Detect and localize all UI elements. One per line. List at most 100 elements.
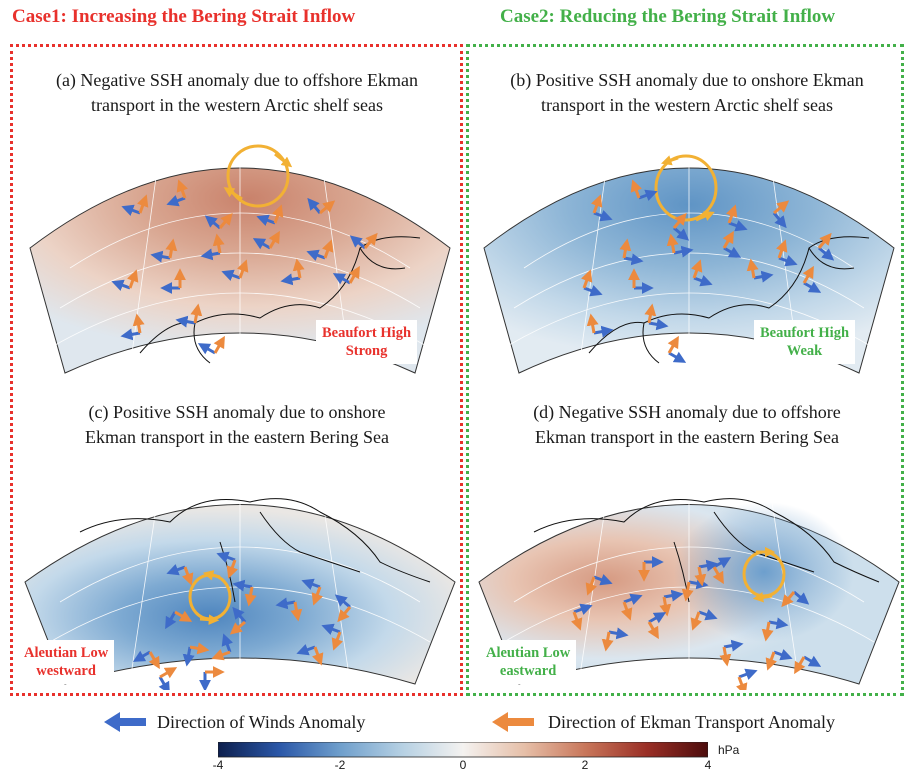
panel-c-title: (c) Positive SSH anomaly due to onshore … <box>14 400 460 450</box>
wind-anomaly-arrow-icon <box>306 249 326 261</box>
wind-anomaly-arrow-icon <box>252 238 271 250</box>
ekman-transport-arrow-icon <box>137 194 149 214</box>
panel-a-label-line1: Beaufort High <box>322 325 412 341</box>
wind-anomaly-arrow-icon <box>280 273 301 286</box>
panel-c-label-line1: Aleutian Low <box>24 645 109 661</box>
colorbar-tick: -4 <box>212 758 224 772</box>
ekman-transport-arrow-icon <box>761 621 774 642</box>
ekman-transport-arrow-icon <box>237 259 249 279</box>
wind-anomaly-arrow-icon <box>768 617 789 630</box>
wind-anomaly-arrow-icon <box>638 189 658 201</box>
wind-anomaly-arrow-icon <box>349 235 366 250</box>
wind-anomaly-arrow-icon <box>175 315 196 328</box>
wind-anomaly-arrow-icon <box>232 606 247 623</box>
wind-anomaly-arrow-icon <box>778 255 798 267</box>
wind-anomaly-arrow-icon <box>296 644 316 656</box>
ekman-transport-arrow-icon <box>319 200 336 215</box>
wind-anomaly-arrow-icon <box>818 246 835 261</box>
wind-anomaly-arrow-icon <box>166 564 186 576</box>
wind-anomaly-arrow-icon <box>165 611 177 630</box>
ekman-transport-arrow-icon <box>312 646 324 666</box>
panel-d-map <box>478 462 900 690</box>
ekman-transport-arrow-icon <box>322 239 334 259</box>
legend-ekman-arrow-icon <box>492 712 534 732</box>
ekman-transport-arrow-icon <box>189 642 210 655</box>
ekman-transport-arrow-icon <box>363 232 378 249</box>
wind-anomaly-arrow-icon <box>197 343 216 355</box>
panel-b-title-line2: transport in the western Arctic shelf se… <box>541 95 833 115</box>
panel-a-label-line2: Strong <box>345 343 388 359</box>
ekman-transport-arrow-icon <box>802 265 814 284</box>
ekman-transport-arrow-icon <box>272 204 284 224</box>
ekman-transport-arrow-icon <box>719 646 732 667</box>
wind-anomaly-arrow-icon <box>723 639 744 652</box>
ekman-transport-arrow-icon <box>667 335 679 354</box>
panel-b-label-line2: Weak <box>786 343 823 359</box>
ekman-transport-arrow-icon <box>585 576 597 596</box>
ekman-transport-arrow-icon <box>229 620 246 635</box>
colorbar-tick: 2 <box>581 758 589 772</box>
panel-d-label-line1: Aleutian Low <box>486 645 571 661</box>
panel-c-title-line2: Ekman transport in the eastern Bering Se… <box>85 427 389 447</box>
wind-anomaly-arrow-icon <box>221 269 241 281</box>
wind-anomaly-arrow-icon <box>673 226 690 241</box>
wind-anomaly-arrow-icon <box>803 281 822 293</box>
ekman-transport-arrow-icon <box>127 269 139 289</box>
ekman-transport-arrow-icon <box>337 606 352 623</box>
ekman-transport-arrow-icon <box>691 259 703 279</box>
ekman-transport-arrow-icon <box>776 239 788 259</box>
wind-anomaly-arrow-icon <box>673 245 694 258</box>
wind-anomaly-arrow-icon <box>204 215 221 230</box>
ekman-transport-arrow-icon <box>586 313 599 334</box>
wind-anomaly-arrow-icon <box>698 559 719 572</box>
wind-anomaly-arrow-icon <box>573 603 593 615</box>
ekman-transport-arrow-icon <box>211 649 231 661</box>
panel-c-title-line1: (c) Positive SSH anomaly due to onshore <box>88 402 386 422</box>
wind-anomaly-arrow-icon <box>334 594 351 609</box>
panel-b-coastline <box>588 236 870 364</box>
ekman-transport-arrow-icon <box>292 258 305 279</box>
wind-anomaly-arrow-icon <box>698 609 718 621</box>
wind-anomaly-arrow-icon <box>693 275 713 287</box>
ekman-transport-arrow-icon <box>647 621 659 640</box>
panel-b-label-line1: Beaufort High <box>760 325 850 341</box>
ekman-transport-arrow-icon <box>659 596 672 617</box>
wind-anomaly-arrow-icon <box>773 649 793 661</box>
panel-d-title: (d) Negative SSH anomaly due to offshore… <box>470 400 904 450</box>
ekman-transport-arrow-icon <box>213 335 225 354</box>
wind-anomaly-arrow-icon <box>150 250 171 263</box>
legend-ekman-label: Direction of Ekman Transport Anomaly <box>548 712 835 732</box>
panel-d-title-line1: (d) Negative SSH anomaly due to offshore <box>533 402 841 422</box>
ekman-transport-arrow-icon <box>226 559 238 579</box>
colorbar-tick: 0 <box>459 758 467 772</box>
ekman-transport-arrow-icon <box>817 232 832 249</box>
colorbar <box>218 742 708 758</box>
wind-anomaly-arrow-icon <box>158 676 170 690</box>
ekman-transport-arrow-icon <box>311 586 323 606</box>
panel-c-map <box>24 462 456 690</box>
ekman-transport-arrow-icon <box>644 303 657 324</box>
ekman-transport-arrow-icon <box>694 566 707 587</box>
wind-anomaly-arrow-icon <box>200 248 221 261</box>
ekman-transport-arrow-icon <box>571 611 583 631</box>
panel-c-gyre <box>188 570 232 625</box>
case1-panel-group <box>10 44 463 696</box>
wind-anomaly-arrow-icon <box>593 210 613 222</box>
ekman-transport-arrow-icon <box>218 212 233 229</box>
wind-anomaly-arrow-icon <box>793 590 810 605</box>
panel-a-gyre <box>223 144 293 208</box>
wind-anomaly-arrow-icon <box>668 351 687 363</box>
ekman-transport-arrow-icon <box>666 233 679 254</box>
ekman-transport-arrow-icon <box>290 601 303 622</box>
ekman-transport-arrow-icon <box>148 651 160 670</box>
case2-title: Case2: Reducing the Bering Strait Inflow <box>500 6 836 27</box>
wind-anomaly-arrow-icon <box>623 593 643 605</box>
ekman-transport-arrow-icon <box>773 200 790 215</box>
wind-anomaly-arrow-icon <box>648 612 667 624</box>
wind-anomaly-arrow-icon <box>663 589 684 602</box>
panel-d-label-line2: eastward <box>499 663 557 679</box>
panel-d-arrows <box>571 556 822 690</box>
ekman-transport-arrow-icon <box>746 258 759 279</box>
wind-anomaly-arrow-icon <box>332 273 351 285</box>
wind-anomaly-arrow-icon <box>182 646 195 667</box>
